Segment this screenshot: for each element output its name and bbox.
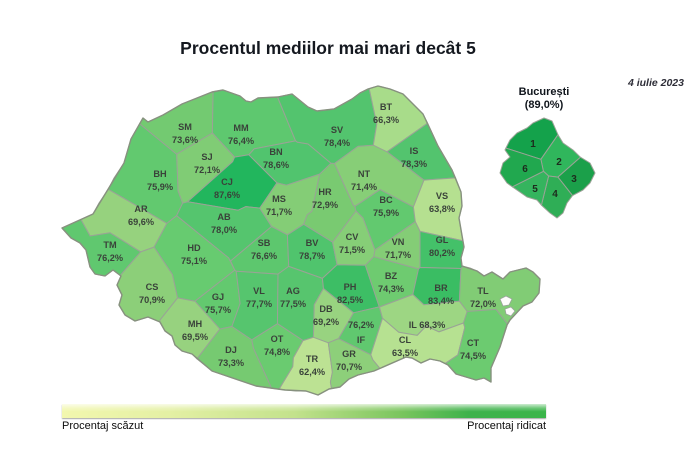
svg-text:71,4%: 71,4%	[351, 182, 377, 192]
svg-text:2: 2	[556, 157, 562, 168]
svg-text:78,4%: 78,4%	[324, 138, 350, 148]
svg-text:76,4%: 76,4%	[228, 136, 254, 146]
svg-text:71,7%: 71,7%	[385, 250, 411, 260]
svg-text:SB: SB	[258, 238, 271, 248]
svg-text:1: 1	[530, 139, 536, 150]
svg-text:BR: BR	[434, 283, 448, 293]
svg-text:CJ: CJ	[221, 177, 233, 187]
svg-text:VN: VN	[392, 237, 405, 247]
svg-text:GJ: GJ	[212, 292, 224, 302]
svg-text:GL: GL	[436, 235, 449, 245]
svg-text:69,6%: 69,6%	[128, 217, 154, 227]
svg-text:CV: CV	[346, 232, 360, 242]
svg-text:HD: HD	[187, 243, 201, 253]
svg-text:CL: CL	[399, 335, 412, 345]
svg-text:75,1%: 75,1%	[181, 256, 207, 266]
svg-text:77,5%: 77,5%	[280, 299, 306, 309]
svg-text:3: 3	[571, 174, 577, 185]
svg-text:TL: TL	[477, 286, 489, 296]
svg-text:BN: BN	[269, 147, 283, 157]
svg-text:75,9%: 75,9%	[373, 208, 399, 218]
svg-text:80,2%: 80,2%	[429, 248, 455, 258]
svg-text:4: 4	[552, 189, 558, 200]
svg-text:VS: VS	[436, 191, 448, 201]
svg-text:75,7%: 75,7%	[205, 305, 231, 315]
svg-text:72,9%: 72,9%	[312, 200, 338, 210]
svg-text:HR: HR	[318, 187, 332, 197]
svg-text:72,1%: 72,1%	[194, 165, 220, 175]
svg-text:IL 68,3%: IL 68,3%	[409, 320, 446, 330]
svg-text:63,5%: 63,5%	[392, 348, 418, 358]
svg-text:78,6%: 78,6%	[263, 160, 289, 170]
svg-text:69,5%: 69,5%	[182, 332, 208, 342]
svg-text:78,3%: 78,3%	[401, 159, 427, 169]
svg-text:75,9%: 75,9%	[147, 182, 173, 192]
svg-text:74,5%: 74,5%	[460, 351, 486, 361]
svg-text:SV: SV	[331, 125, 344, 135]
svg-text:MS: MS	[272, 194, 286, 204]
svg-text:GR: GR	[342, 349, 356, 359]
svg-text:83,4%: 83,4%	[428, 296, 454, 306]
svg-text:77,7%: 77,7%	[246, 299, 272, 309]
svg-text:66,3%: 66,3%	[373, 115, 399, 125]
svg-text:71,5%: 71,5%	[339, 245, 365, 255]
svg-text:SJ: SJ	[201, 152, 212, 162]
svg-text:71,7%: 71,7%	[266, 207, 292, 217]
svg-text:5: 5	[532, 184, 538, 195]
svg-text:76,2%: 76,2%	[97, 253, 123, 263]
svg-text:74,8%: 74,8%	[264, 347, 290, 357]
svg-text:OT: OT	[271, 334, 284, 344]
svg-text:BV: BV	[306, 238, 320, 248]
svg-text:NT: NT	[358, 169, 371, 179]
svg-text:BT: BT	[380, 102, 393, 112]
svg-text:76,6%: 76,6%	[251, 251, 277, 261]
svg-text:CT: CT	[467, 338, 480, 348]
svg-text:BC: BC	[379, 195, 393, 205]
svg-text:73,3%: 73,3%	[218, 358, 244, 368]
svg-text:AR: AR	[134, 204, 148, 214]
svg-text:MM: MM	[233, 123, 249, 133]
svg-text:73,6%: 73,6%	[172, 135, 198, 145]
svg-text:62,4%: 62,4%	[299, 367, 325, 377]
svg-text:DJ: DJ	[225, 345, 237, 355]
svg-text:PH: PH	[344, 282, 357, 292]
svg-text:SM: SM	[178, 122, 192, 132]
svg-text:72,0%: 72,0%	[470, 299, 496, 309]
svg-text:69,2%: 69,2%	[313, 317, 339, 327]
svg-text:70,7%: 70,7%	[336, 362, 362, 372]
svg-text:AB: AB	[217, 212, 231, 222]
svg-text:IS: IS	[410, 146, 419, 156]
svg-text:6: 6	[522, 164, 528, 175]
svg-text:87,6%: 87,6%	[214, 190, 240, 200]
svg-text:DB: DB	[319, 304, 333, 314]
svg-text:MH: MH	[188, 319, 203, 329]
svg-text:70,9%: 70,9%	[139, 295, 165, 305]
svg-text:IF: IF	[357, 335, 366, 345]
svg-text:TR: TR	[306, 354, 319, 364]
svg-text:AG: AG	[286, 286, 300, 296]
svg-text:BH: BH	[153, 169, 167, 179]
svg-text:63,8%: 63,8%	[429, 204, 455, 214]
svg-text:BZ: BZ	[385, 271, 398, 281]
svg-text:82,5%: 82,5%	[337, 295, 363, 305]
svg-text:74,3%: 74,3%	[378, 284, 404, 294]
svg-text:VL: VL	[253, 286, 265, 296]
svg-text:78,7%: 78,7%	[299, 251, 325, 261]
svg-text:76,2%: 76,2%	[348, 320, 374, 330]
svg-text:78,0%: 78,0%	[211, 225, 237, 235]
svg-text:CS: CS	[146, 282, 159, 292]
svg-text:TM: TM	[103, 240, 117, 250]
